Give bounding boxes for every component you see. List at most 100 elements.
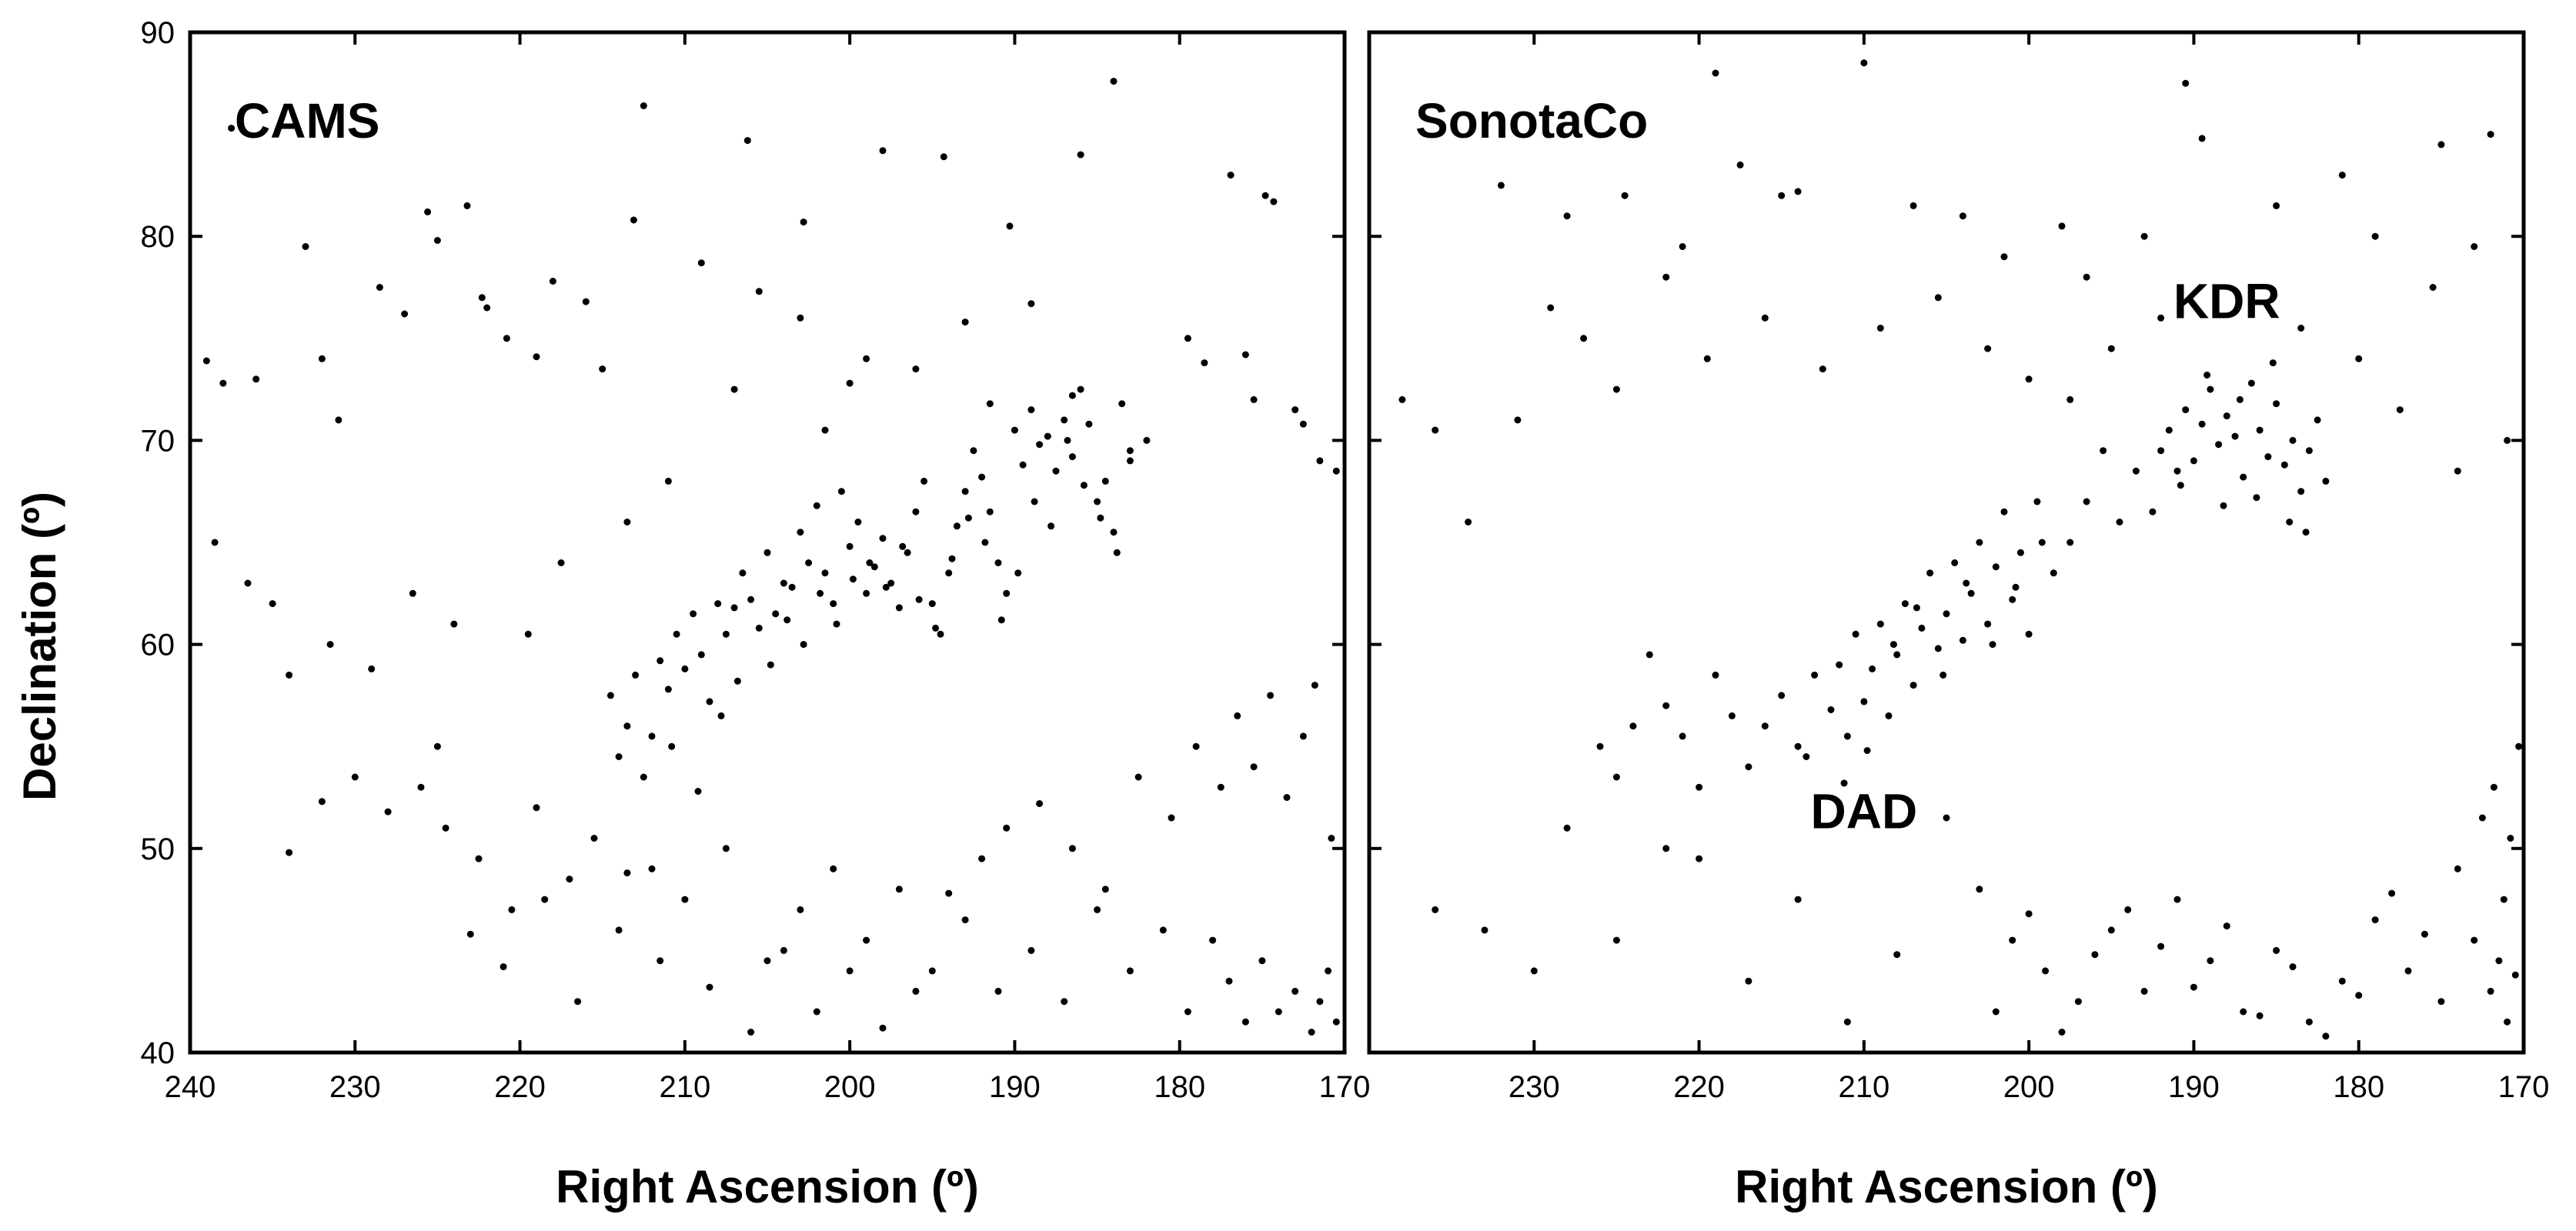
data-point (2038, 539, 2046, 546)
data-point (1967, 589, 1975, 597)
data-point (1612, 773, 1620, 781)
x-tick-label: 180 (2333, 1070, 2384, 1104)
data-point (1612, 936, 1620, 944)
data-point (2297, 325, 2305, 332)
data-point (1052, 467, 1060, 475)
data-point (2107, 345, 2115, 352)
data-point (615, 926, 623, 934)
data-point (706, 983, 713, 991)
data-point (978, 855, 986, 862)
data-point (2495, 957, 2503, 965)
data-point (780, 946, 787, 954)
data-point (1118, 400, 1126, 408)
data-point (2273, 202, 2280, 209)
data-point (1629, 722, 1637, 730)
data-point (1261, 192, 1269, 199)
data-point (2025, 910, 2033, 918)
data-point (1918, 624, 1926, 632)
data-point (657, 657, 664, 665)
data-point (2165, 426, 2173, 434)
data-point (1241, 1018, 1249, 1026)
data-point (648, 865, 656, 872)
data-point (899, 542, 907, 550)
data-point (2371, 916, 2379, 924)
data-point (1984, 345, 1992, 352)
data-point (978, 473, 986, 481)
data-point (630, 216, 637, 224)
data-point (964, 514, 972, 522)
data-point (1893, 951, 1901, 959)
data-point (2269, 359, 2277, 367)
x-axis-title: Right Ascension (º) (556, 1161, 979, 1213)
data-point (335, 416, 342, 424)
data-point (2012, 583, 2020, 591)
data-point (961, 319, 969, 326)
data-point (1827, 706, 1835, 713)
data-point (1645, 651, 1653, 659)
data-point (830, 865, 837, 872)
x-tick-label: 180 (1154, 1070, 1205, 1104)
data-point (1596, 742, 1604, 750)
data-point (664, 477, 672, 485)
data-point (1934, 294, 1942, 302)
data-point (1803, 753, 1810, 760)
data-point (739, 569, 747, 577)
data-point (879, 147, 887, 155)
x-axis-title: Right Ascension (º) (1735, 1161, 2158, 1213)
data-point (1080, 482, 1088, 489)
data-point (2240, 1008, 2247, 1016)
data-point (1794, 188, 1802, 195)
data-point (1077, 385, 1084, 393)
data-point (863, 936, 870, 944)
data-point (269, 600, 276, 608)
data-point (1308, 1029, 1315, 1036)
data-point (981, 539, 989, 546)
data-point (1027, 946, 1035, 954)
data-point (805, 559, 813, 566)
data-point (1794, 896, 1802, 903)
data-point (1679, 243, 1686, 250)
data-point (673, 630, 680, 638)
x-tick-label: 210 (1838, 1070, 1889, 1104)
data-point (2289, 436, 2297, 444)
data-point (2215, 441, 2223, 449)
data-point (1497, 182, 1505, 189)
data-point (743, 137, 751, 145)
data-point (582, 298, 590, 305)
data-point (1316, 457, 1324, 465)
data-point (574, 998, 582, 1006)
data-point (2247, 379, 2255, 387)
data-point (1860, 698, 1868, 706)
data-point (286, 849, 293, 856)
x-tick-label: 200 (2003, 1070, 2055, 1104)
data-point (318, 355, 326, 362)
data-point (1984, 620, 1992, 628)
data-point (747, 1029, 755, 1036)
data-point (1328, 835, 1335, 842)
data-point (2009, 936, 2016, 944)
data-point (2487, 987, 2494, 995)
data-point (2074, 998, 2082, 1006)
data-point (1876, 620, 1884, 628)
data-point (1006, 222, 1014, 230)
panel-1: 240 230 220 210 200 190 180 170 40 50 60 70 80 90 Righ… (141, 16, 1371, 1213)
data-point (2454, 865, 2461, 872)
data-point (730, 604, 738, 612)
data-point (1234, 712, 1241, 719)
data-point (2173, 896, 2181, 903)
x-tick-label: 240 (165, 1070, 216, 1104)
data-point (640, 102, 647, 109)
data-point (326, 641, 334, 649)
data-point (797, 906, 804, 913)
data-point (1003, 824, 1011, 832)
data-point (2305, 447, 2313, 455)
data-point (1840, 779, 1848, 787)
data-point (2198, 420, 2206, 428)
data-point (1580, 335, 1588, 342)
data-point (797, 314, 804, 322)
data-point (2207, 957, 2214, 965)
data-point (1110, 529, 1118, 536)
data-point (2507, 835, 2514, 842)
data-point (722, 630, 730, 638)
